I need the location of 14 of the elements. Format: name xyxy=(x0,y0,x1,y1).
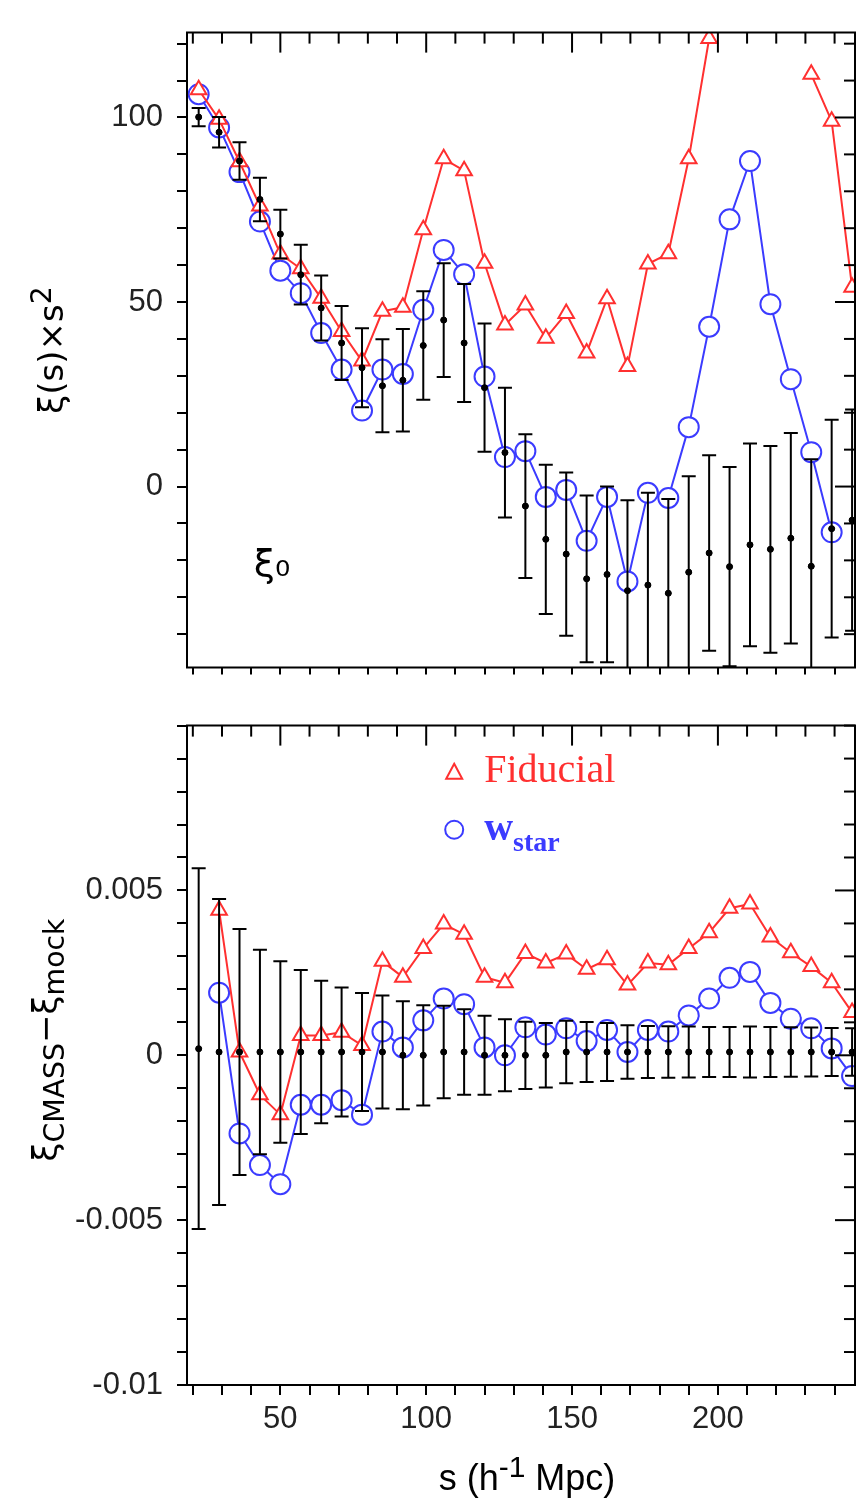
x-tick-label: 100 xyxy=(400,1400,453,1436)
y-tick-label: -0.005 xyxy=(75,1200,163,1236)
y-tick-label: -0.01 xyxy=(92,1365,163,1401)
legend-label: Fiducial xyxy=(484,746,616,792)
x-axis-title: s (h$^{-1}$ Mpc) xyxy=(438,1450,616,1499)
x-tick-label: 150 xyxy=(546,1400,598,1436)
y-tick-label: 0 xyxy=(145,467,163,503)
y-tick-label: 50 xyxy=(128,282,163,318)
y-tick-label: 100 xyxy=(111,98,163,134)
x-tick-label: 50 xyxy=(263,1400,298,1436)
y-tick-label: 0.005 xyxy=(85,871,163,906)
x-tick-label: 200 xyxy=(692,1400,744,1436)
y-tick-label: 0 xyxy=(145,1035,163,1071)
annotation: ξ₀ xyxy=(253,540,291,585)
